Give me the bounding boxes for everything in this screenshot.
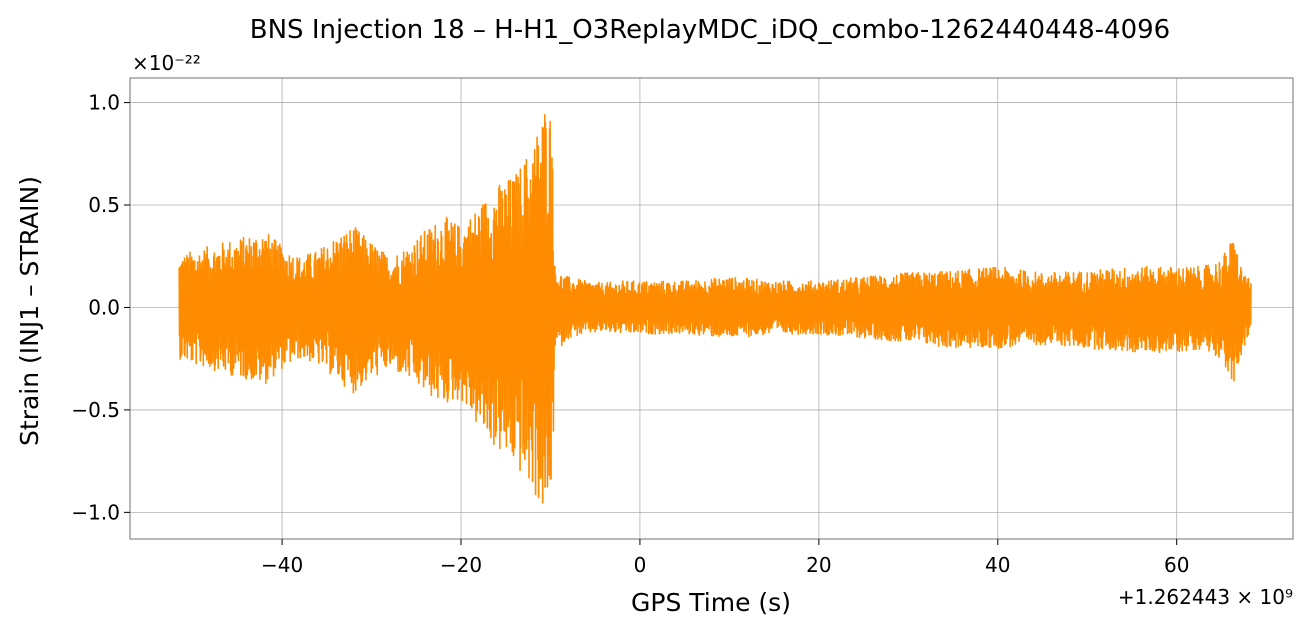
strain-series-line: [178, 114, 1252, 504]
plot-frame: [129, 77, 1294, 540]
x-tick-label: 40: [985, 553, 1010, 577]
y-axis-label: Strain (INJ1 – STRAIN): [15, 176, 44, 446]
x-tick-label: 0: [634, 553, 647, 577]
x-axis-ticks: −40 −20 0 20 40 60: [261, 539, 1189, 577]
y-tick-label: 1.0: [88, 91, 120, 115]
x-tick-label: 60: [1164, 553, 1189, 577]
x-tick-label: −40: [261, 553, 303, 577]
x-axis-label: GPS Time (s): [631, 588, 791, 617]
chart-title: BNS Injection 18 – H-H1_O3ReplayMDC_iDQ_…: [250, 15, 1170, 45]
y-axis-ticks: −1.0 −0.5 0.0 0.5 1.0: [71, 91, 130, 524]
y-scale-label: ×10⁻²²: [132, 51, 201, 75]
y-tick-label: 0.5: [88, 193, 120, 217]
x-offset-label: +1.262443 × 10⁹: [1118, 585, 1293, 609]
x-tick-label: 20: [806, 553, 831, 577]
series-strain: [178, 114, 1252, 504]
x-tick-label: −20: [440, 553, 482, 577]
y-tick-label: 0.0: [88, 295, 120, 319]
y-tick-label: −1.0: [71, 500, 120, 524]
y-tick-label: −0.5: [71, 398, 120, 422]
